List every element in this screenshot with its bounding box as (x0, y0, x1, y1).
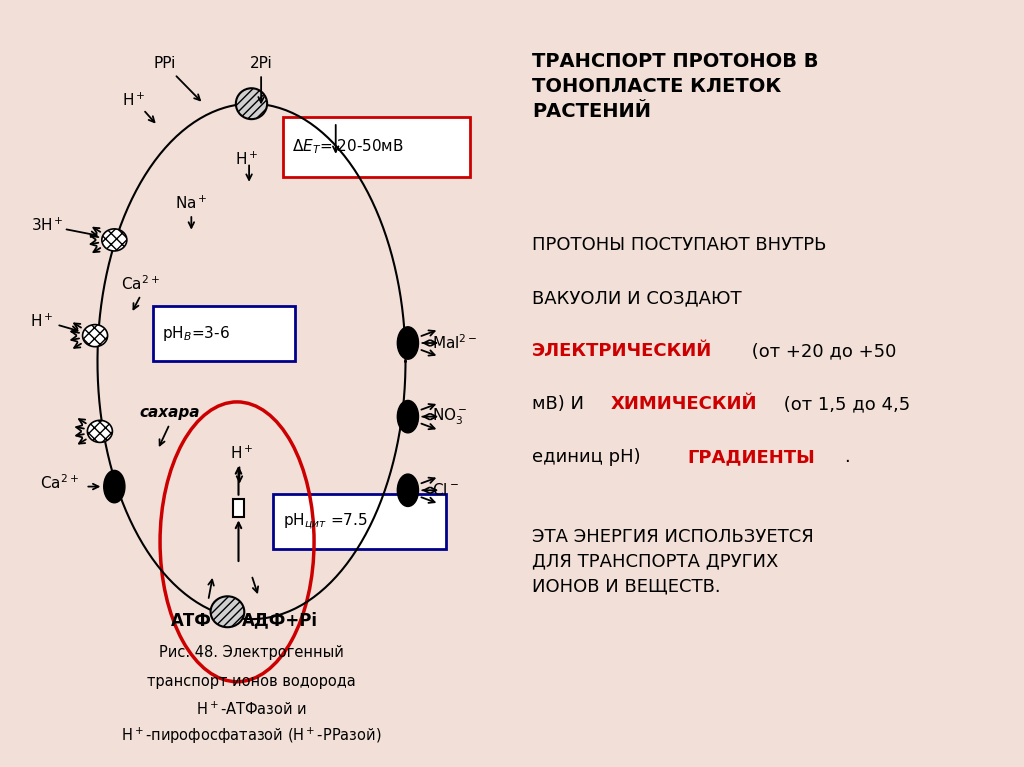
FancyBboxPatch shape (283, 117, 470, 177)
Text: сахара: сахара (139, 406, 200, 420)
Text: АДФ+Pi: АДФ+Pi (243, 611, 318, 630)
Text: Na$^+$: Na$^+$ (175, 195, 208, 212)
Text: PPi: PPi (154, 56, 176, 71)
Text: ГРАДИЕНТЫ: ГРАДИЕНТЫ (687, 448, 815, 466)
Text: H$^+$: H$^+$ (31, 312, 54, 330)
Text: H$^+$: H$^+$ (234, 150, 258, 167)
Text: единиц рН): единиц рН) (532, 448, 646, 466)
Circle shape (397, 474, 419, 506)
Text: мВ) И: мВ) И (532, 395, 590, 413)
Text: ТРАНСПОРТ ПРОТОНОВ В
ТОНОПЛАСТЕ КЛЕТОК
РАСТЕНИЙ: ТРАНСПОРТ ПРОТОНОВ В ТОНОПЛАСТЕ КЛЕТОК Р… (532, 52, 818, 121)
Text: Mal$^{2-}$: Mal$^{2-}$ (432, 334, 477, 352)
FancyBboxPatch shape (273, 494, 446, 549)
Text: H$^+$: H$^+$ (230, 445, 254, 462)
Text: ЭТА ЭНЕРГИЯ ИСПОЛЬЗУЕТСЯ
ДЛЯ ТРАНСПОРТА ДРУГИХ
ИОНОВ И ВЕЩЕСТВ.: ЭТА ЭНЕРГИЯ ИСПОЛЬЗУЕТСЯ ДЛЯ ТРАНСПОРТА … (532, 528, 814, 596)
Ellipse shape (211, 596, 245, 627)
Ellipse shape (236, 88, 267, 119)
Text: 2Pi: 2Pi (250, 56, 272, 71)
FancyBboxPatch shape (232, 499, 245, 517)
Ellipse shape (83, 324, 108, 347)
Ellipse shape (101, 229, 127, 251)
Text: Ca$^{2+}$: Ca$^{2+}$ (40, 473, 79, 492)
Ellipse shape (87, 420, 113, 443)
Text: $\Delta E_T$= 20-50мВ: $\Delta E_T$= 20-50мВ (293, 138, 404, 156)
Text: 3H$^+$: 3H$^+$ (31, 216, 63, 234)
Text: (от +20 до +50: (от +20 до +50 (745, 342, 896, 360)
Text: Рис. 48. Электрогенный: Рис. 48. Электрогенный (159, 645, 344, 660)
Text: ХИМИЧЕСКИЙ: ХИМИЧЕСКИЙ (610, 395, 757, 413)
Text: NO$_3^-$: NO$_3^-$ (432, 407, 467, 427)
Text: АТФ: АТФ (171, 611, 212, 630)
Circle shape (397, 400, 419, 433)
Text: pH$_{цит}$ =7.5: pH$_{цит}$ =7.5 (283, 512, 368, 532)
Circle shape (397, 327, 419, 359)
Text: H$^+$: H$^+$ (122, 91, 145, 109)
Text: транспорт ионов водорода: транспорт ионов водорода (147, 674, 356, 690)
Text: Н$^+$-пирофосфатазой (Н$^+$-РРазой): Н$^+$-пирофосфатазой (Н$^+$-РРазой) (121, 726, 382, 746)
Text: (от 1,5 до 4,5: (от 1,5 до 4,5 (778, 395, 910, 413)
Text: pH$_B$=3-6: pH$_B$=3-6 (163, 324, 230, 344)
Text: Ca$^{2+}$: Ca$^{2+}$ (122, 275, 160, 294)
FancyBboxPatch shape (153, 306, 295, 361)
Text: ВАКУОЛИ И СОЗДАЮТ: ВАКУОЛИ И СОЗДАЮТ (532, 289, 741, 308)
Text: ПРОТОНЫ ПОСТУПАЮТ ВНУТРЬ: ПРОТОНЫ ПОСТУПАЮТ ВНУТРЬ (532, 236, 826, 254)
Text: ЭЛЕКТРИЧЕСКИЙ: ЭЛЕКТРИЧЕСКИЙ (532, 342, 713, 360)
Circle shape (103, 470, 125, 503)
Text: Cl$^-$: Cl$^-$ (432, 482, 459, 499)
Text: Н$^+$-АТФазой и: Н$^+$-АТФазой и (196, 700, 307, 718)
Text: .: . (844, 448, 850, 466)
